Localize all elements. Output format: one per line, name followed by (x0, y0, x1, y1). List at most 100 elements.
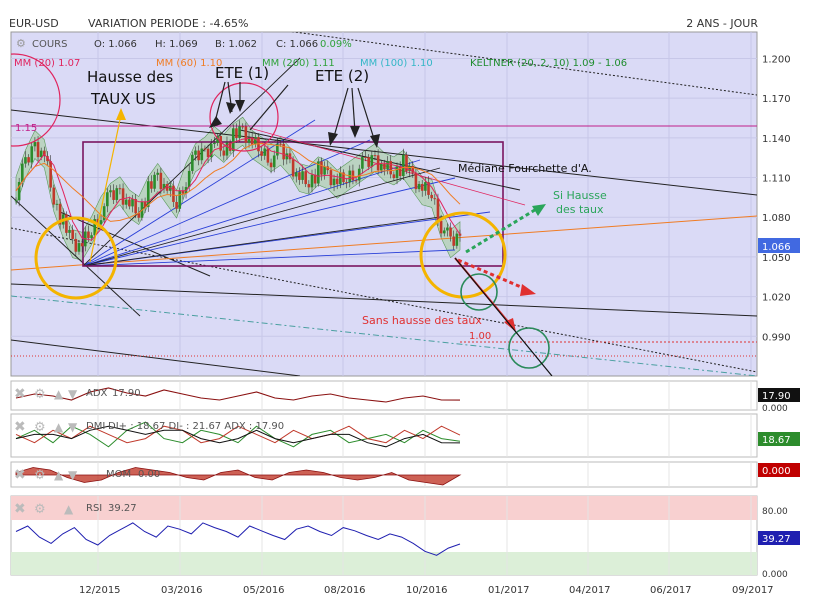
candle-body (339, 172, 342, 185)
red-circle-left (11, 53, 61, 147)
candle-body (316, 161, 320, 184)
candle-body (128, 199, 131, 207)
candle-body (398, 166, 402, 177)
y-tick-label: 1.080 (762, 213, 791, 224)
gear-icon[interactable]: ⚙ (34, 420, 46, 435)
candle-body (247, 137, 251, 143)
ete1-arrowhead-b (226, 102, 236, 114)
candle-body (90, 235, 93, 239)
candle-body (115, 188, 119, 200)
dmi-minus-line (15, 425, 461, 444)
candle-body (213, 142, 216, 145)
adx-label: ADX (86, 388, 108, 399)
candle-body (279, 143, 282, 145)
dmi-plus-line (15, 421, 461, 448)
si-hausse-arrowhead (532, 204, 546, 216)
candle-body (266, 148, 270, 163)
mom-value-label: 0.00 (138, 469, 160, 480)
annotation-mediane: Médiane Fourchette d'A. (458, 162, 592, 175)
rsi-oversold-zone (11, 552, 757, 575)
candle-body (294, 172, 298, 177)
adx-value-tag-text: 17.90 (762, 391, 791, 402)
arrow-up-icon[interactable]: ▲ (54, 387, 64, 401)
candle-body (65, 214, 68, 233)
adx-value-tag (758, 388, 800, 402)
arrow-up-icon[interactable]: ▲ (54, 468, 64, 482)
candle-body (276, 143, 279, 156)
rsi-value-label: 39.27 (108, 503, 137, 514)
candle-body (146, 181, 150, 207)
arrow-up-icon[interactable]: ▲ (64, 502, 74, 516)
candle-body (458, 233, 462, 236)
candle-body (433, 198, 437, 200)
dmi-gridlines (97, 414, 752, 457)
yellow-circle-left (34, 216, 118, 300)
candle-body (408, 165, 411, 172)
arrow-down-icon[interactable]: ▼ (68, 468, 78, 482)
close-icon[interactable]: ✖ (14, 386, 26, 402)
candle-body (197, 150, 200, 161)
arrow-down-icon[interactable]: ▼ (68, 420, 78, 434)
candle-body (80, 243, 84, 247)
x-tick-label: 09/2017 (732, 585, 774, 596)
candle-body (241, 126, 245, 128)
candle-body (106, 192, 109, 207)
candle-body (27, 157, 30, 163)
candle-body (165, 183, 169, 191)
ete2-arrowhead-c (370, 134, 380, 148)
candle-body (121, 188, 125, 205)
arrow-down-icon[interactable]: ▼ (68, 387, 78, 401)
candle-body (405, 154, 408, 172)
candle-body (389, 161, 393, 175)
y-tick-label: 1.200 (762, 54, 791, 65)
close-icon[interactable]: ✖ (14, 501, 26, 517)
gear-icon[interactable]: ⚙ (16, 37, 26, 50)
candle-body (172, 185, 175, 202)
gear-icon[interactable]: ⚙ (34, 502, 46, 517)
candle-body (263, 148, 267, 156)
range-rectangle (82, 141, 504, 267)
candle-body (348, 170, 352, 183)
candle-body (307, 184, 311, 188)
adx-panel (10, 380, 758, 411)
candle-body (200, 148, 204, 161)
mm60-projection-line (11, 215, 757, 271)
close-icon[interactable]: ✖ (14, 467, 26, 483)
candle-body (17, 181, 21, 201)
keltner-band (15, 116, 461, 261)
candle-body (159, 172, 163, 190)
candle-body (411, 165, 415, 173)
low-value: B: 1.062 (215, 39, 257, 50)
symbol-label: EUR-USD (9, 17, 59, 30)
candle-body (354, 180, 358, 182)
candle-body (118, 188, 122, 190)
period-label[interactable]: 2 ANS - JOUR (686, 17, 758, 30)
rsi-label: RSI (86, 503, 102, 514)
annotation-ete2: ETE (2) (315, 67, 369, 85)
adx-gridlines (97, 381, 752, 410)
candle-body (191, 154, 194, 171)
candle-body (392, 174, 396, 179)
close-icon[interactable]: ✖ (14, 419, 26, 435)
y-tick-label: 1.110 (762, 174, 791, 185)
mm20-line (15, 137, 461, 241)
mom-value-tag-text: 0.000 (762, 466, 791, 477)
gear-icon[interactable]: ⚙ (34, 468, 46, 483)
main-y-axis: 1.200 1.170 1.140 1.110 1.080 1.050 1.020 0.990 (762, 54, 791, 343)
candle-body (131, 199, 134, 207)
arrow-up-icon[interactable]: ▲ (54, 420, 64, 434)
candle-body (442, 230, 446, 234)
candle-body (376, 155, 380, 171)
candle-body (222, 150, 226, 156)
x-tick-label: 10/2016 (406, 585, 448, 596)
trendline-dotted (11, 227, 757, 373)
y-tick-label: 1.050 (762, 253, 791, 264)
candle-body (427, 182, 430, 195)
last-price-value: 1.066 (762, 242, 791, 253)
ete2-arrowhead-b (350, 126, 360, 138)
candle-body (52, 187, 56, 205)
candle-body (386, 161, 389, 170)
gear-icon[interactable]: ⚙ (34, 387, 46, 402)
candle-body (424, 182, 427, 191)
